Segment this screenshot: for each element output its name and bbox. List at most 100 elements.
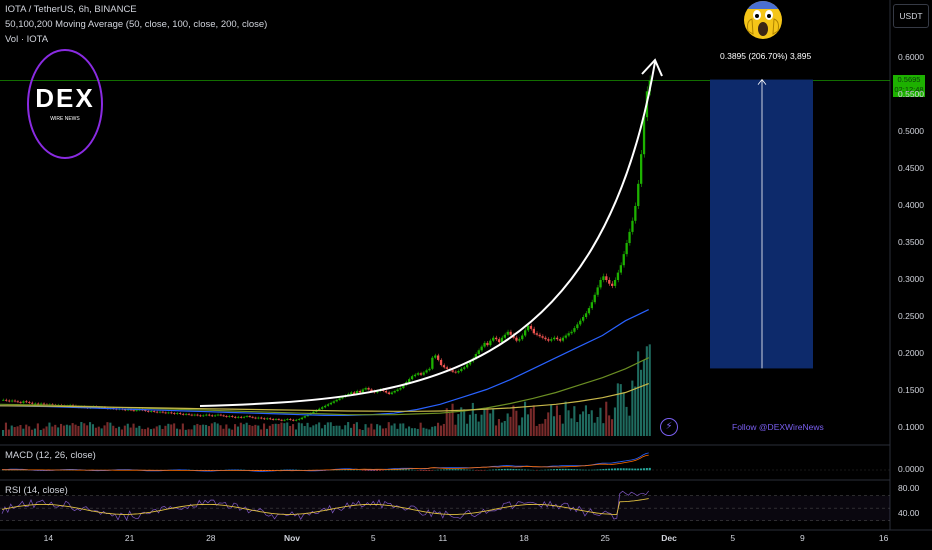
candle-body — [387, 392, 390, 394]
volume-bar — [605, 401, 608, 436]
macd-histogram-bar — [393, 469, 396, 471]
volume-bar — [405, 428, 408, 436]
follow-text: Follow @DEXWireNews — [732, 422, 824, 432]
volume-bar — [135, 427, 138, 436]
candle-body — [593, 294, 596, 303]
volume-bar — [242, 424, 245, 436]
price-tick-label: 0.2000 — [898, 348, 924, 358]
candle-body — [428, 368, 431, 371]
macd-histogram-bar — [579, 469, 582, 471]
macd-histogram-bar — [645, 468, 648, 471]
volume-bar — [567, 410, 570, 436]
volume-bar — [292, 424, 295, 436]
volume-bar — [579, 414, 582, 436]
candle-body — [294, 419, 298, 421]
candle-body — [181, 413, 185, 415]
volume-bar — [16, 426, 19, 436]
volume-bar — [306, 422, 309, 436]
volume-bar — [550, 404, 553, 436]
volume-bar — [576, 422, 579, 436]
candle-body — [234, 416, 237, 418]
volume-bar — [367, 427, 370, 436]
volume-bar — [410, 428, 413, 436]
macd-histogram-bar — [521, 469, 524, 471]
volume-bar — [106, 422, 109, 436]
volume-bar — [147, 427, 150, 436]
volume-bar — [120, 429, 123, 436]
volume-bar — [399, 423, 402, 436]
candle-body — [457, 371, 460, 373]
macd-line — [1, 452, 649, 472]
volume-bar — [271, 424, 274, 436]
candle-body — [33, 403, 37, 405]
candle-body — [637, 183, 640, 206]
candle-body — [611, 283, 614, 286]
volume-bar — [260, 429, 263, 436]
candle-body — [364, 388, 367, 390]
volume-bar — [57, 427, 60, 436]
candle-body — [129, 409, 132, 411]
candle-body — [410, 376, 414, 380]
volume-bar — [640, 369, 643, 436]
volume-bar — [637, 351, 640, 436]
candle-body — [4, 399, 8, 401]
candle-body — [468, 361, 472, 365]
volume-bar — [329, 422, 332, 436]
candle-body — [408, 379, 411, 383]
volume-bar — [65, 424, 68, 436]
candle-body — [587, 308, 591, 314]
volume-bar — [373, 429, 376, 436]
candle-body — [152, 410, 156, 412]
volume-bar — [268, 425, 271, 436]
candle-body — [564, 335, 567, 338]
volume-bar — [77, 425, 80, 436]
last-price-tag: 0.5695 02:12:48 — [893, 75, 925, 97]
candle-body — [173, 413, 176, 414]
volume-bar — [645, 346, 648, 436]
macd-histogram-bar — [387, 469, 390, 471]
candle-body — [515, 337, 518, 341]
volume-bar — [341, 429, 344, 436]
volume-bar — [439, 425, 442, 436]
volume-bar — [115, 428, 118, 436]
volume-bar — [495, 425, 498, 436]
currency-button[interactable]: USDT — [893, 4, 929, 28]
candle-body — [399, 388, 402, 390]
candle-body — [579, 320, 582, 325]
volume-bar — [402, 423, 405, 436]
candle-body — [257, 417, 260, 419]
candle-body — [509, 331, 512, 335]
volume-bar — [532, 405, 535, 436]
candle-body — [634, 206, 637, 221]
candle-body — [437, 355, 440, 360]
volume-bar — [94, 427, 97, 436]
lightning-icon[interactable]: ⚡ — [660, 418, 678, 436]
candle-body — [486, 342, 489, 346]
time-tick-label: 21 — [124, 533, 135, 543]
volume-bar — [524, 401, 527, 436]
volume-bar — [448, 412, 451, 436]
volume-bar — [289, 425, 292, 436]
candle-body — [521, 335, 524, 340]
candle-body — [640, 154, 643, 184]
volume-bar — [178, 429, 181, 436]
volume-bar — [335, 425, 338, 436]
macd-histogram-bar — [576, 469, 579, 471]
macd-histogram-bar — [509, 468, 512, 471]
volume-bar — [205, 424, 208, 436]
candle-body — [42, 403, 45, 405]
time-tick-label: 11 — [438, 533, 448, 543]
candle-body — [31, 402, 34, 404]
candle-body — [555, 337, 559, 340]
parabolic-arrow — [199, 61, 656, 407]
price-tick-label: 0.4000 — [898, 200, 924, 210]
candle-body — [225, 416, 228, 417]
candle-body — [184, 413, 187, 415]
candle-body — [367, 388, 370, 390]
macd-histogram-bar — [489, 469, 492, 471]
volume-bar — [573, 406, 576, 436]
volume-bar — [350, 427, 353, 436]
volume-bar — [309, 427, 312, 436]
candle-body — [236, 416, 240, 418]
